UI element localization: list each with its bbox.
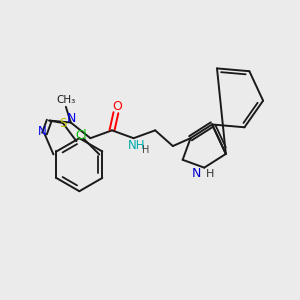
Text: Cl: Cl bbox=[75, 129, 86, 142]
Text: H: H bbox=[142, 145, 149, 155]
Text: N: N bbox=[38, 125, 47, 138]
Text: N: N bbox=[67, 112, 76, 125]
Text: NH: NH bbox=[128, 139, 145, 152]
Text: CH₃: CH₃ bbox=[56, 95, 76, 105]
Text: N: N bbox=[192, 167, 201, 180]
Text: S: S bbox=[59, 118, 67, 130]
Text: O: O bbox=[112, 100, 122, 113]
Text: H: H bbox=[206, 169, 214, 178]
